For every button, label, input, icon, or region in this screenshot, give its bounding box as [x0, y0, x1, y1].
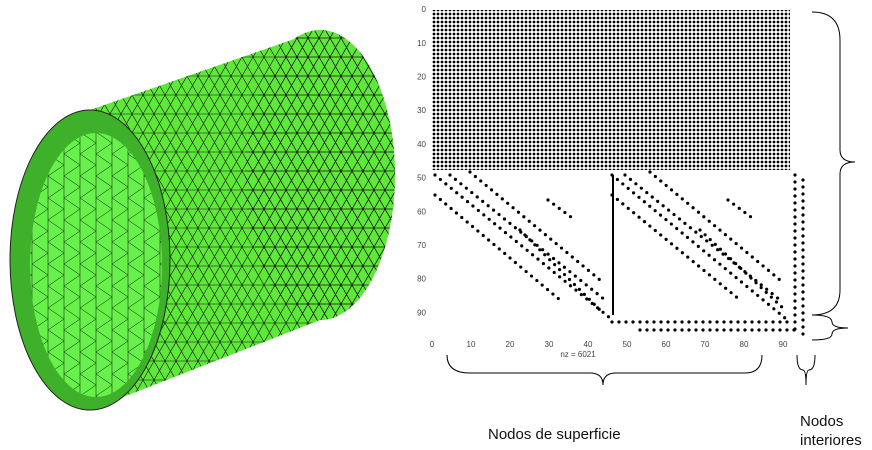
x-tick-label: 80 — [740, 340, 749, 349]
cylinder — [10, 30, 395, 410]
x-tick-label: 20 — [506, 340, 515, 349]
page: 0 10 20 30 40 50 60 70 80 90 0 10 20 30 40 50 60 70 80 90 nz… — [0, 0, 872, 450]
surface-label: Nodos de superficie — [488, 426, 621, 443]
y-tick-label: 90 — [417, 308, 426, 317]
x-tick-label: 50 — [623, 340, 632, 349]
y-tick-label: 0 — [422, 5, 427, 14]
x-tick-label: 70 — [701, 340, 710, 349]
y-tick-label: 60 — [417, 207, 426, 216]
x-tick-label: 30 — [545, 340, 554, 349]
x-tick-label: 10 — [467, 340, 476, 349]
x-tick-label: 90 — [779, 340, 788, 349]
y-tick-label: 30 — [417, 106, 426, 115]
x-tick-label: 40 — [584, 340, 593, 349]
x-tick-label: 60 — [662, 340, 671, 349]
y-tick-label: 20 — [417, 73, 426, 82]
x-axis-label: nz = 6021 — [560, 350, 596, 359]
y-tick-label: 40 — [417, 140, 426, 149]
y-tick-label: 80 — [417, 275, 426, 284]
interior-label: Nodos interiores — [800, 412, 870, 450]
y-tick-label: 10 — [417, 39, 426, 48]
sparsity-plot — [432, 10, 803, 335]
x-tick-label: 0 — [430, 340, 435, 349]
y-tick-label: 50 — [417, 174, 426, 183]
figure: 0 10 20 30 40 50 60 70 80 90 0 10 20 30 40 50 60 70 80 90 nz… — [0, 0, 872, 450]
y-tick-label: 70 — [417, 241, 426, 250]
